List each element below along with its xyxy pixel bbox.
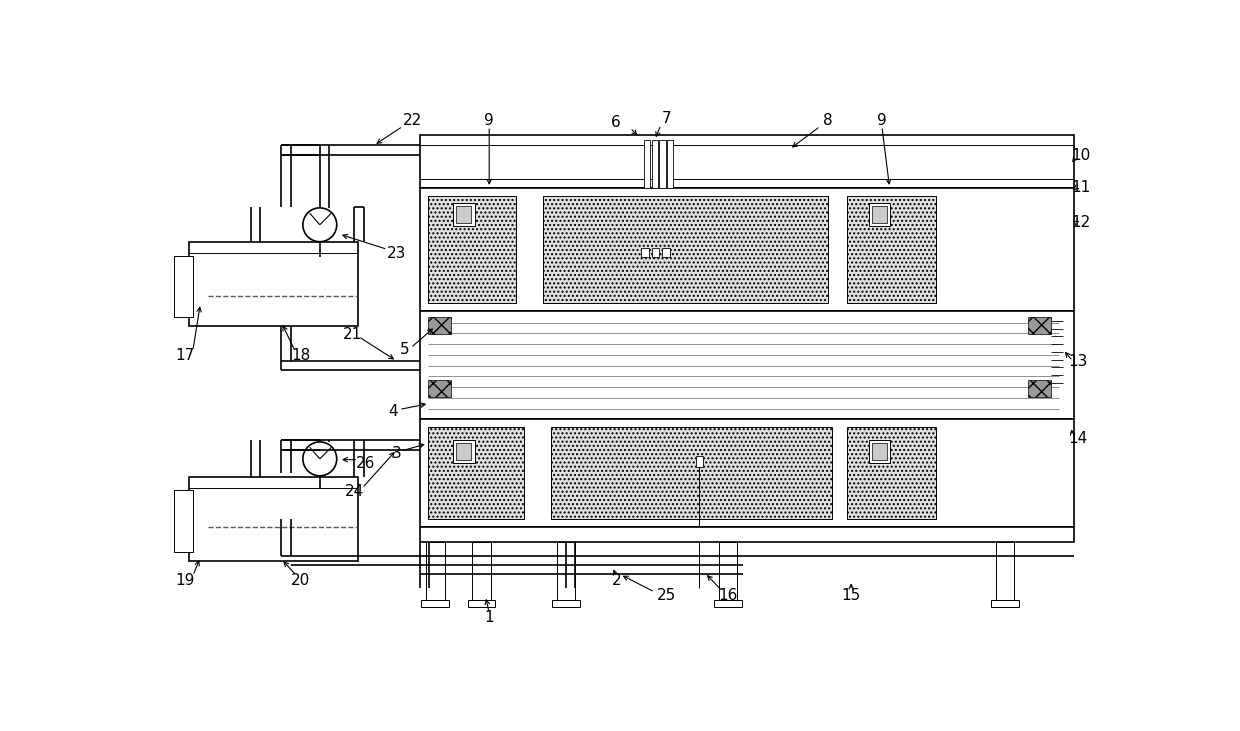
Bar — [453, 440, 475, 463]
Text: 9: 9 — [877, 113, 887, 128]
Text: 16: 16 — [718, 588, 738, 603]
Bar — [847, 426, 936, 519]
Bar — [714, 599, 742, 607]
Bar — [557, 542, 575, 599]
Bar — [1028, 380, 1052, 397]
Text: 18: 18 — [291, 348, 310, 363]
Bar — [652, 248, 660, 257]
Bar — [662, 248, 670, 257]
Bar — [552, 599, 580, 607]
Bar — [453, 203, 475, 227]
Bar — [428, 195, 516, 303]
Text: 20: 20 — [291, 573, 310, 588]
Bar — [1028, 317, 1052, 334]
Bar — [174, 491, 192, 552]
Bar — [719, 542, 737, 599]
Text: 4: 4 — [388, 404, 398, 419]
Bar — [456, 206, 471, 223]
Bar — [872, 444, 888, 461]
Bar — [872, 206, 888, 223]
Bar — [472, 542, 491, 599]
Bar — [188, 242, 358, 327]
Bar — [869, 203, 890, 227]
Bar — [847, 195, 936, 303]
Text: 1: 1 — [485, 610, 494, 625]
Text: 3: 3 — [392, 446, 402, 461]
Text: 22: 22 — [403, 113, 422, 128]
Bar — [428, 380, 450, 397]
Bar — [188, 477, 358, 561]
Text: 25: 25 — [657, 588, 676, 603]
Text: 11: 11 — [1071, 181, 1090, 195]
Text: 14: 14 — [1069, 431, 1087, 446]
Text: 7: 7 — [661, 111, 671, 126]
Text: 24: 24 — [345, 485, 365, 499]
Bar — [652, 140, 658, 188]
Text: 17: 17 — [175, 348, 195, 363]
Bar — [543, 195, 828, 303]
Text: 12: 12 — [1071, 215, 1090, 230]
Bar — [428, 426, 523, 519]
Bar — [996, 542, 1014, 599]
Bar — [869, 440, 890, 463]
Text: 2: 2 — [611, 573, 621, 588]
Bar — [420, 419, 1074, 526]
Bar — [667, 140, 673, 188]
Bar — [420, 311, 1074, 419]
Text: 19: 19 — [175, 573, 195, 588]
Bar — [644, 140, 650, 188]
Bar — [427, 542, 444, 599]
Bar — [641, 248, 649, 257]
Text: 8: 8 — [823, 113, 833, 128]
Bar — [420, 135, 1074, 188]
Text: 15: 15 — [842, 588, 861, 603]
Text: 5: 5 — [399, 342, 409, 357]
Text: 21: 21 — [342, 327, 362, 341]
Bar — [420, 188, 1074, 311]
Bar — [428, 317, 450, 334]
Text: 10: 10 — [1071, 148, 1090, 163]
Bar — [456, 444, 471, 461]
Bar — [174, 256, 192, 317]
Bar — [422, 599, 449, 607]
Text: 23: 23 — [387, 246, 407, 261]
Bar — [420, 526, 1074, 542]
Text: 13: 13 — [1069, 354, 1087, 368]
Bar — [991, 599, 1019, 607]
Bar — [467, 599, 495, 607]
Text: 6: 6 — [611, 115, 621, 130]
Bar — [696, 456, 703, 466]
Bar — [660, 140, 666, 188]
Text: 26: 26 — [356, 456, 376, 471]
Text: 9: 9 — [485, 113, 494, 128]
Bar — [551, 426, 832, 519]
